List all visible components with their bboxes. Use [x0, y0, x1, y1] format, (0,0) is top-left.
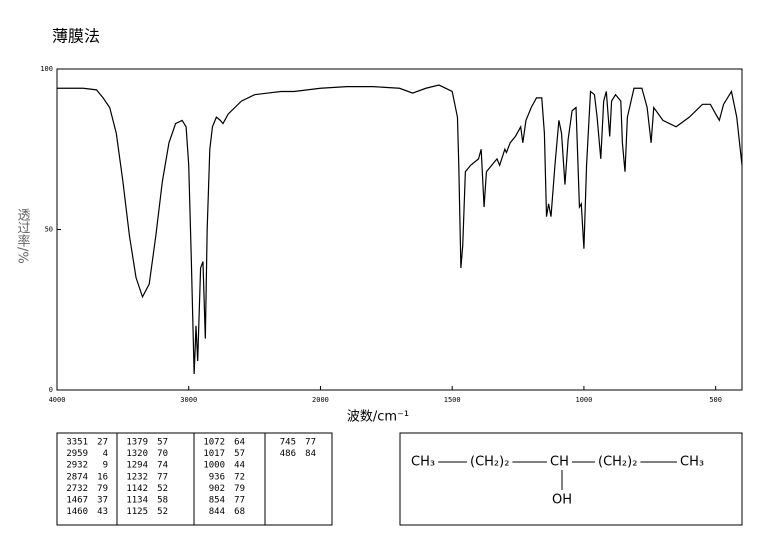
y-axis-label: 透过率/% [15, 208, 31, 264]
formula-substituent: OH [552, 493, 572, 508]
peak-wavenumber: 1072 [203, 438, 225, 448]
peak-wavenumber: 486 [280, 449, 296, 459]
peak-wavenumber: 1017 [203, 449, 225, 459]
peak-transmittance: 79 [234, 484, 245, 494]
x-tick-label: 1500 [444, 396, 461, 404]
peak-transmittance: 70 [157, 449, 168, 459]
y-tick-label: 100 [40, 65, 53, 73]
formula-group: (CH₂)₂ [598, 455, 637, 470]
x-tick-label: 3000 [180, 396, 197, 404]
peak-wavenumber: 1294 [126, 461, 148, 471]
peak-wavenumber: 1134 [126, 496, 148, 506]
structure-frame [399, 432, 743, 526]
peak-transmittance: 77 [234, 496, 245, 506]
peak-transmittance: 64 [234, 438, 245, 448]
peak-transmittance: 77 [305, 438, 316, 448]
peak-transmittance: 27 [97, 438, 108, 448]
peak-transmittance: 84 [305, 449, 316, 459]
x-tick-label: 500 [709, 396, 722, 404]
peak-wavenumber: 936 [209, 472, 225, 482]
peak-wavenumber: 1142 [126, 484, 148, 494]
page-title: 薄膜法 [52, 27, 100, 46]
peak-wavenumber: 1232 [126, 472, 148, 482]
peak-transmittance: 57 [157, 438, 168, 448]
peak-wavenumber: 1320 [126, 449, 148, 459]
peak-wavenumber: 1460 [66, 507, 88, 517]
y-tick-label: 0 [49, 386, 53, 394]
peak-wavenumber: 2932 [66, 461, 88, 471]
peak-transmittance: 57 [234, 449, 245, 459]
x-tick-label: 2000 [312, 396, 329, 404]
peak-transmittance: 16 [97, 472, 108, 482]
peak-wavenumber: 1125 [126, 507, 148, 517]
peak-wavenumber: 745 [280, 438, 296, 448]
peak-transmittance: 52 [157, 507, 168, 517]
peak-transmittance: 74 [157, 461, 168, 471]
peak-wavenumber: 854 [209, 496, 225, 506]
peak-transmittance: 9 [103, 461, 108, 471]
peak-transmittance: 44 [234, 461, 245, 471]
peak-transmittance: 58 [157, 496, 168, 506]
formula-group: (CH₂)₂ [470, 455, 509, 470]
x-tick-label: 4000 [49, 396, 66, 404]
formula-group: CH₃ [680, 455, 704, 470]
peak-transmittance: 68 [234, 507, 245, 517]
x-axis-label: 波数/cm⁻¹ [347, 410, 409, 425]
peak-transmittance: 77 [157, 472, 168, 482]
spectrum-line [57, 84, 743, 374]
peak-wavenumber: 2874 [66, 472, 88, 482]
formula-group: CH [550, 455, 569, 470]
peak-transmittance: 4 [103, 449, 108, 459]
formula-group: CH₃ [411, 455, 435, 470]
peak-transmittance: 52 [157, 484, 168, 494]
peak-wavenumber: 1379 [126, 438, 148, 448]
peak-wavenumber: 2959 [66, 449, 88, 459]
peak-transmittance: 37 [97, 496, 108, 506]
peak-wavenumber: 2732 [66, 484, 88, 494]
peak-wavenumber: 1467 [66, 496, 88, 506]
plot-frame [56, 68, 743, 391]
peak-transmittance: 72 [234, 472, 245, 482]
x-tick-label: 1000 [575, 396, 592, 404]
peak-transmittance: 43 [97, 507, 108, 517]
y-tick-label: 50 [45, 226, 53, 234]
peak-wavenumber: 3351 [66, 438, 88, 448]
peak-wavenumber: 1000 [203, 461, 225, 471]
peak-wavenumber: 902 [209, 484, 225, 494]
peak-wavenumber: 844 [209, 507, 225, 517]
peak-transmittance: 79 [97, 484, 108, 494]
